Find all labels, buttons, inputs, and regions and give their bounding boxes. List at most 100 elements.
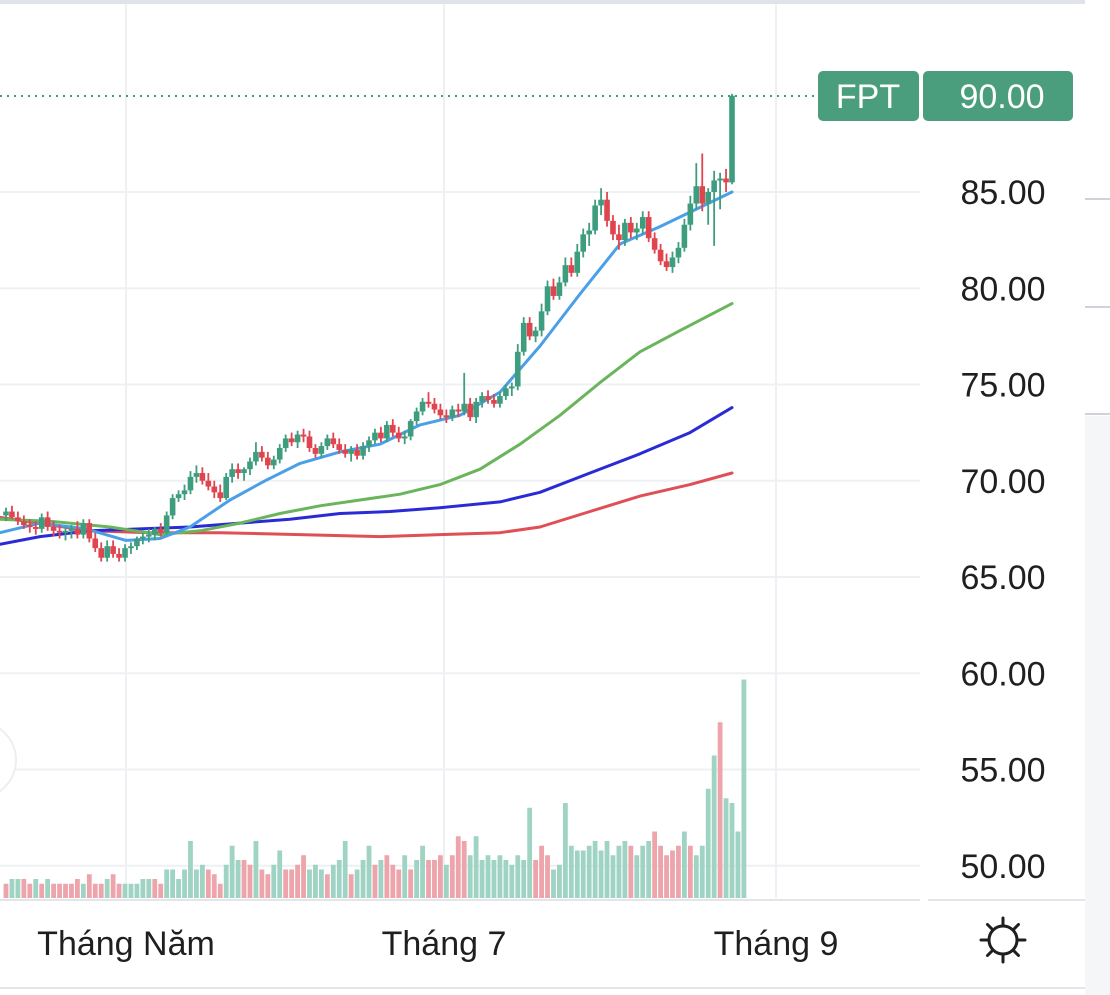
x-tick-label: Tháng 9 (714, 925, 839, 963)
candle (717, 172, 723, 210)
candle (425, 392, 432, 408)
volume-bar (158, 883, 164, 898)
candle (175, 490, 182, 502)
volume-bar (98, 883, 104, 898)
price-axis[interactable]: 85.00 80.00 75.00 70.00 65.00 60.00 55.00 50.00 (960, 174, 1045, 886)
volume-bar (259, 869, 265, 898)
volume-bar (586, 845, 592, 898)
candle (235, 463, 241, 479)
volume-bar (735, 831, 741, 898)
volume-bar (622, 841, 628, 898)
candle (628, 217, 634, 239)
candle (610, 215, 616, 241)
volume-bar (598, 850, 604, 898)
volume-bar (634, 855, 640, 898)
volume-bar (146, 879, 152, 898)
volume-bar (69, 883, 74, 898)
volume-bar (45, 879, 51, 898)
volume-bar (699, 845, 705, 898)
volume-bar (21, 879, 27, 898)
volume-bar (616, 845, 622, 898)
candle (663, 253, 670, 271)
candle (390, 419, 396, 437)
volume-bar (628, 845, 634, 898)
candle (44, 511, 51, 531)
candle (586, 222, 592, 246)
candle (300, 428, 307, 443)
candle (491, 394, 497, 408)
candle (657, 243, 664, 266)
volume-bar (676, 845, 681, 898)
volume-bar (681, 831, 687, 898)
candle (282, 434, 289, 452)
volume-bar (729, 803, 735, 898)
volume-bar (295, 864, 300, 898)
candle (550, 278, 557, 300)
candle (669, 251, 676, 273)
volume-bar (539, 845, 544, 898)
candle (633, 222, 640, 241)
y-tick-label: 65.00 (960, 559, 1045, 597)
scroll-left-handle[interactable] (0, 722, 17, 798)
candle (509, 382, 515, 397)
time-axis[interactable]: Tháng Năm Tháng 7 Tháng 9 (37, 925, 838, 963)
volume-bar (324, 874, 330, 898)
top-border (0, 0, 1085, 4)
volume-bar (491, 860, 497, 898)
volume-bar (723, 798, 729, 898)
candle (74, 521, 81, 539)
volume-bar (152, 879, 158, 898)
candle (562, 257, 569, 287)
volume-bar (610, 855, 616, 898)
volume-bar (3, 883, 9, 898)
candle (68, 525, 75, 539)
candle (705, 188, 711, 225)
candle (187, 471, 194, 495)
candle (366, 436, 372, 452)
volume-bar (277, 850, 283, 898)
volume-bar (51, 883, 57, 898)
volume-bar (527, 807, 533, 898)
volume-bar (211, 874, 217, 898)
volume-bar (188, 841, 193, 898)
candle (532, 326, 539, 343)
candle (205, 473, 212, 491)
volume-bar (128, 883, 134, 898)
moving-average-line (0, 406, 734, 546)
volume-bar (533, 860, 539, 898)
candle (324, 434, 331, 450)
candle (98, 542, 105, 562)
volume-bar (426, 860, 431, 898)
volume-bar (438, 855, 443, 898)
candle (193, 465, 200, 483)
candle (247, 457, 253, 475)
volume-bar (687, 845, 693, 898)
volume-bar (229, 845, 235, 898)
volume-bar (194, 869, 199, 898)
volume-bar (545, 855, 550, 898)
volume-bar (408, 869, 414, 898)
candle (574, 243, 581, 277)
volume-bar (75, 879, 80, 898)
volume-bar (342, 841, 348, 898)
volume-bar (104, 879, 110, 898)
y-tick-label: 55.00 (960, 752, 1045, 790)
volume-bar (384, 855, 390, 898)
volume-bar (366, 845, 372, 898)
volume-bar (360, 860, 366, 898)
last-price-badge[interactable]: FPT 90.00 (818, 71, 1073, 121)
candle (134, 536, 140, 551)
candle (592, 199, 598, 235)
candle (485, 390, 491, 404)
candle (544, 280, 551, 316)
settings-gear-icon[interactable] (979, 916, 1027, 964)
candle (354, 444, 360, 460)
volume-bar (140, 879, 146, 898)
candle (104, 540, 110, 562)
volume-bar (711, 755, 717, 898)
volume-bar (378, 860, 384, 898)
volume-bar (223, 864, 229, 898)
candle (9, 505, 15, 520)
